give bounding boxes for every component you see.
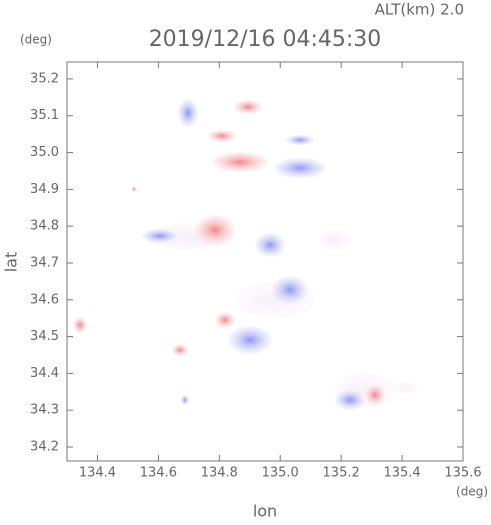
echo-blob [274,158,326,178]
plot-frame [66,61,464,462]
y-tick-label: 34.8 [30,219,59,234]
echo-blob [228,326,272,354]
echo-blob [234,100,262,114]
echo-blob [208,130,236,142]
echo-blob [181,395,189,405]
x-tick-label: 134.4 [79,466,116,481]
echo-blob [142,229,178,243]
y-tick-label: 34.3 [30,403,59,418]
y-unit: (deg) [20,33,52,47]
y-tick-label: 34.5 [30,329,59,344]
y-tick-label: 35.0 [30,145,59,160]
x-tick-label: 134.6 [140,466,177,481]
x-tick-label: 135.6 [444,466,481,481]
radar-echoes [73,99,417,410]
y-axis-label: lat [2,252,21,273]
echo-blob [393,382,417,394]
echo-blob [272,276,308,304]
echo-blob [195,215,235,245]
y-tick-label: 34.6 [30,292,59,307]
echo-blob [335,390,365,410]
echo-blob [73,317,87,333]
echo-blob [131,186,137,192]
y-tick-label: 35.1 [30,108,59,123]
x-unit: (deg) [456,485,488,499]
y-tick-label: 35.2 [30,71,59,86]
x-tick-label: 134.8 [201,466,238,481]
echo-blob [212,152,268,172]
x-axis-label: lon [253,502,277,521]
echo-blob [215,312,235,328]
y-tick-label: 34.9 [30,182,59,197]
echo-blob [365,385,385,405]
y-tick-label: 34.2 [30,440,59,455]
y-tick-label: 34.7 [30,255,59,270]
echo-blob [178,99,198,127]
chart-title: 2019/12/16 04:45:30 [149,27,382,52]
x-tick-label: 135.4 [383,466,420,481]
echo-blob [172,344,188,356]
x-tick-label: 135.2 [323,466,360,481]
echo-blob [286,135,314,145]
y-tick-label: 34.4 [30,366,59,381]
altitude-label: ALT(km) 2.0 [375,1,464,19]
echo-blob [319,230,351,250]
x-tick-label: 135.0 [262,466,299,481]
echo-blob [255,233,285,257]
